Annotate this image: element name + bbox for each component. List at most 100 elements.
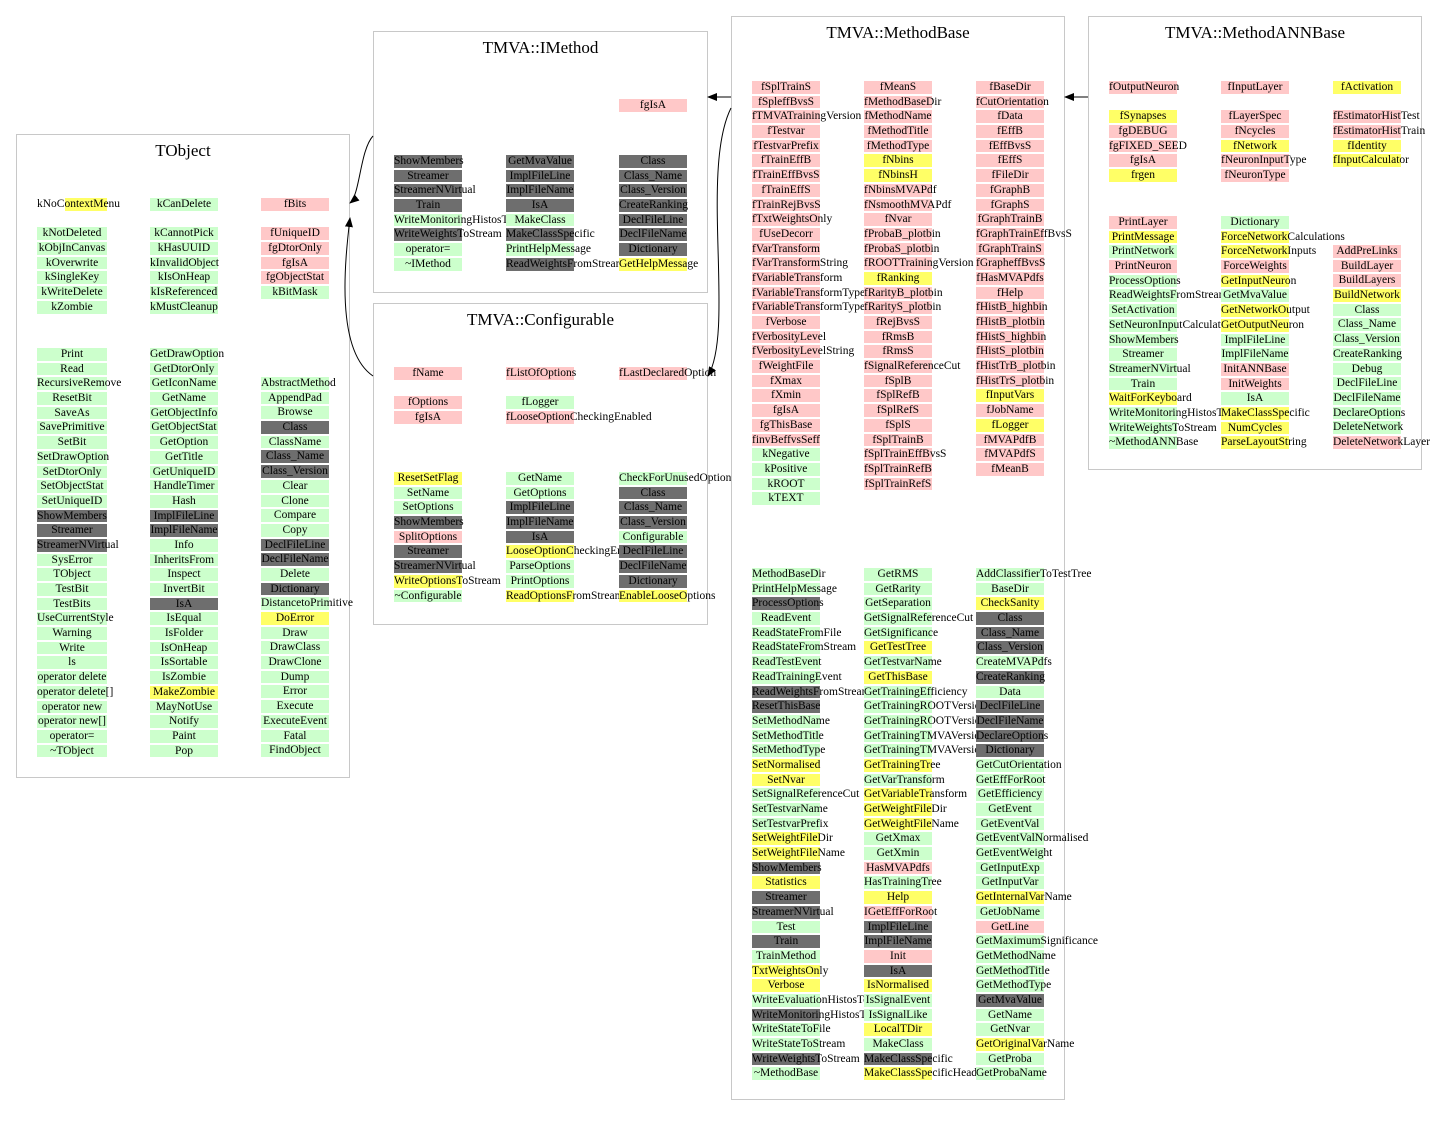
member-makeclass: MakeClass	[864, 1037, 932, 1052]
member-highlight	[261, 567, 329, 581]
member-class: Class	[976, 611, 1044, 626]
member-label: WriteWeightsToStream	[394, 228, 502, 241]
member-label: SetDrawOption	[37, 450, 110, 463]
member-highlight	[752, 213, 820, 226]
member-getvartransform: GetVarTransform	[864, 773, 945, 788]
member-highlight	[37, 715, 107, 728]
member-init: Init	[864, 949, 932, 964]
member-highlight	[976, 744, 1044, 757]
member-createranking: CreateRanking	[619, 198, 688, 213]
member-initweights: InitWeights	[1221, 377, 1289, 392]
member-distancetoprimitive: DistancetoPrimitive	[261, 596, 353, 611]
member-getthisbase: GetThisBase	[864, 670, 932, 685]
member-highlight	[150, 300, 218, 314]
member-label: operator delete	[37, 671, 107, 684]
methodbase-member-column: fBaseDir fCutOrientation fData fEffB fEffBvs…	[976, 80, 1072, 477]
member-highlight	[1109, 392, 1177, 405]
member-label: fMeanB	[991, 462, 1029, 475]
member-writeevaluationhistostofile: WriteEvaluationHistosToFile	[752, 993, 887, 1008]
member-label: ShowMembers	[752, 861, 822, 874]
member-highlight	[261, 450, 329, 464]
member-label: AddPreLinks	[1336, 245, 1398, 257]
member-highlight	[752, 1052, 820, 1066]
member-highlight	[976, 330, 1044, 344]
member-label: ProcessOptions	[752, 597, 824, 610]
member-label: fUseDecorr	[759, 227, 813, 240]
member-highlight	[976, 773, 1044, 787]
member-getmaximumsignificance: GetMaximumSignificance	[976, 934, 1098, 949]
member-implfilename: ImplFileName	[506, 183, 574, 198]
member-data: Data	[976, 685, 1044, 700]
member-iszombie: IsZombie	[150, 670, 218, 685]
member-class-version: Class_Version	[1333, 332, 1401, 347]
member-getrms: GetRMS	[864, 567, 932, 582]
member-label: GetName	[161, 392, 207, 405]
member-setbit: SetBit	[37, 435, 107, 450]
member-syserror: SysError	[37, 553, 107, 568]
member-highlight	[619, 501, 687, 515]
member-label: SysError	[51, 553, 93, 566]
member-highlight	[1221, 362, 1289, 376]
member-highlight	[752, 139, 820, 153]
member-label: SavePrimitive	[39, 421, 105, 434]
member-highlight	[1333, 125, 1401, 138]
member-fgrapheffbvss: fGrapheffBvsS	[976, 256, 1045, 271]
member-highlight	[752, 758, 820, 772]
member-fspltraineffbvss: fSplTrainEffBvsS	[864, 447, 946, 462]
member-label: Data	[999, 685, 1021, 698]
member-highlight	[1333, 347, 1401, 361]
member-getname: GetName	[976, 1008, 1044, 1023]
member-label: ~MethodANNBase	[1109, 436, 1199, 449]
member-label: fgFIXED_SEED	[1109, 139, 1187, 152]
methodbase-member-column: GetRMS GetRarity GetSeparation GetSignalRef…	[864, 567, 1014, 1081]
member-label: fCutOrientation	[976, 95, 1049, 108]
member-highlight	[394, 486, 462, 500]
member-highlight	[976, 271, 1044, 285]
member-highlight	[864, 568, 932, 581]
member-createmvapdfs: CreateMVAPdfs	[976, 655, 1052, 670]
member-highlight	[976, 110, 1044, 124]
member-highlight	[752, 685, 820, 699]
member-label: Verbose	[767, 979, 805, 992]
member-highlight	[1109, 125, 1177, 138]
member-fnvar: fNvar	[864, 212, 932, 227]
member-label: SetSignalReferenceCut	[752, 788, 860, 801]
member-label: kNegative	[762, 448, 810, 461]
member-spacer	[1221, 95, 1289, 110]
member-splitoptions: SplitOptions	[394, 530, 462, 545]
member-setname: SetName	[394, 486, 462, 501]
member-label: ShowMembers	[394, 516, 464, 529]
member-kbitmask: kBitMask	[261, 285, 329, 300]
member-highlight	[976, 360, 1044, 373]
member-festimatorhisttrain: fEstimatorHistTrain	[1333, 124, 1425, 139]
member-fvariabletransformtype: fVariableTransformType	[752, 286, 865, 301]
member-label: GetWeightFileDir	[864, 803, 947, 815]
member-label: FindObject	[269, 744, 321, 757]
member-methodannbase: ~MethodANNBase	[1109, 435, 1199, 450]
member-highlight	[976, 832, 1044, 846]
member-label: SetTestvarPrefix	[752, 817, 829, 830]
member-highlight	[261, 729, 329, 743]
member-label: DeclFileName	[619, 228, 687, 241]
member-isnormalised: IsNormalised	[864, 978, 932, 993]
member-highlight	[1109, 348, 1177, 361]
member-createranking: CreateRanking	[976, 670, 1045, 685]
member-gettrainingrootversioncode: GetTrainingROOTVersionCode	[864, 699, 1011, 714]
member-delete: Delete	[261, 567, 329, 582]
member-error: Error	[261, 684, 329, 699]
member-label: fRanking	[876, 271, 920, 284]
member-highlight	[1221, 96, 1289, 109]
member-highlight	[394, 184, 462, 198]
member-label: Class_Version	[620, 516, 686, 529]
member-label: fTMVATrainingVersion	[752, 110, 862, 123]
member-highlight	[864, 670, 932, 684]
member-highlight	[150, 627, 218, 640]
member-highlight	[864, 700, 932, 713]
member-label: IsZombie	[161, 671, 207, 684]
member-label: fHelp	[996, 286, 1024, 299]
member-highlight	[37, 583, 107, 596]
member-label: ForceNetworkInputs	[1221, 245, 1317, 258]
member-declfileline: DeclFileLine	[976, 699, 1044, 714]
member-highlight	[261, 509, 329, 522]
member-fspls: fSplS	[864, 418, 932, 433]
